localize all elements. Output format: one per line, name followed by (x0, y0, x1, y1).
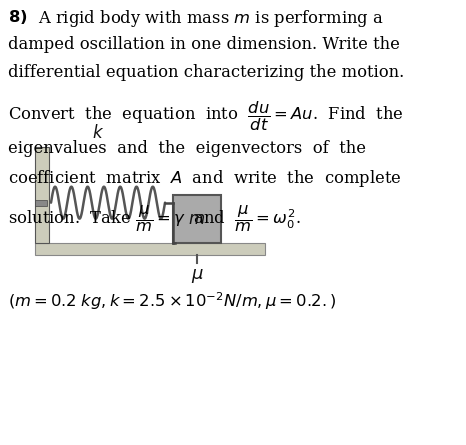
Text: $m$: $m$ (188, 210, 206, 227)
Text: A rigid body with mass $m$ is performing a: A rigid body with mass $m$ is performing… (38, 8, 384, 29)
Text: $\mathbf{8)}$: $\mathbf{8)}$ (8, 8, 27, 26)
Bar (35, 200, 47, 206)
Text: solution.  Take $\dfrac{\mu}{m} = \gamma$  and  $\dfrac{\mu}{m} = \omega_0^2$.: solution. Take $\dfrac{\mu}{m} = \gamma$… (8, 204, 301, 234)
Bar (173, 195, 221, 243)
Text: Convert  the  equation  into  $\dfrac{du}{dt} = Au$.  Find  the: Convert the equation into $\dfrac{du}{dt… (8, 100, 404, 133)
Text: $k$: $k$ (92, 124, 104, 142)
Text: damped oscillation in one dimension. Write the: damped oscillation in one dimension. Wri… (8, 36, 400, 53)
Text: $\mu$: $\mu$ (191, 267, 204, 285)
Text: eigenvalues  and  the  eigenvectors  of  the: eigenvalues and the eigenvectors of the (8, 140, 366, 157)
Text: $(m = 0.2\ kg, k = 2.5 \times 10^{-2}N/m, \mu = 0.2.)$: $(m = 0.2\ kg, k = 2.5 \times 10^{-2}N/m… (8, 290, 336, 311)
Bar (35, 147, 49, 243)
Text: coefficient  matrix  $A$  and  write  the  complete: coefficient matrix $A$ and write the com… (8, 168, 402, 189)
Bar (35, 243, 265, 255)
Text: differential equation characterizing the motion.: differential equation characterizing the… (8, 64, 404, 81)
